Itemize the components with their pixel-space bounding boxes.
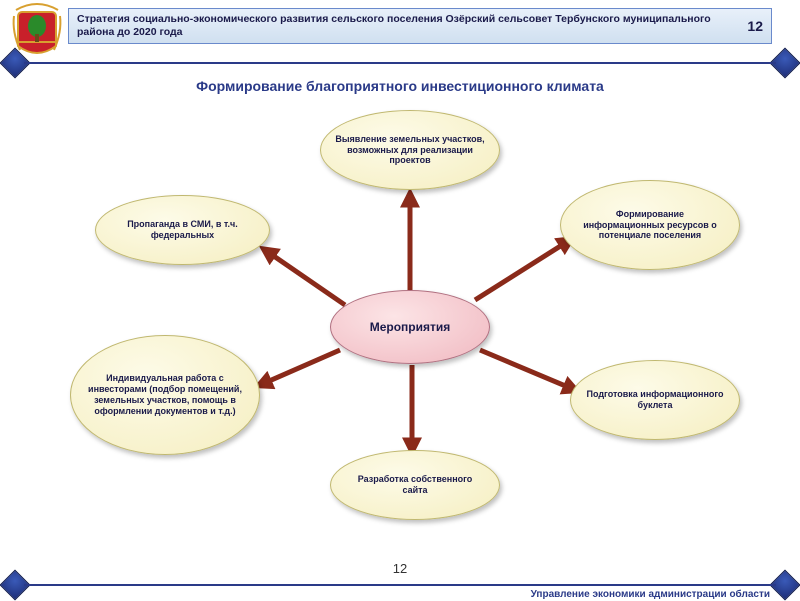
page-number-bottom: 12: [0, 561, 800, 576]
outer-node: Разработка собственного сайта: [330, 450, 500, 520]
divider-bottom: [24, 584, 776, 586]
outer-node: Выявление земельных участков, возможных …: [320, 110, 500, 190]
outer-node: Формирование информационных ресурсов о п…: [560, 180, 740, 270]
outer-node: Индивидуальная работа с инвесторами (под…: [70, 335, 260, 455]
footer-text: Управление экономики администрации облас…: [531, 589, 770, 600]
outer-node: Пропаганда в СМИ, в т.ч. федеральных: [95, 195, 270, 265]
page-number-top: 12: [747, 18, 763, 34]
header-bar: Стратегия социально-экономического разви…: [68, 8, 772, 44]
subtitle: Формирование благоприятного инвестиционн…: [0, 78, 800, 94]
center-node: Мероприятия: [330, 290, 490, 364]
diagram-area: Мероприятия Выявление земельных участков,…: [0, 100, 800, 560]
header-title: Стратегия социально-экономического разви…: [77, 13, 741, 39]
divider-top: [24, 62, 776, 64]
outer-node: Подготовка информационного буклета: [570, 360, 740, 440]
